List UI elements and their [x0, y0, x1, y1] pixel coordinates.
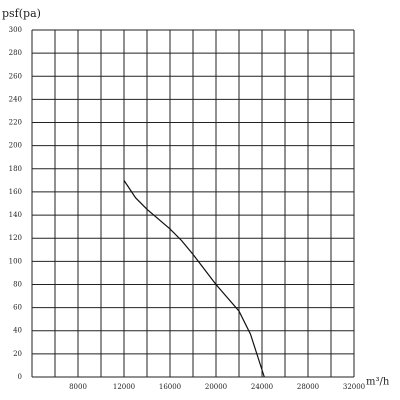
y-axis-label: psf(pa) — [2, 7, 41, 20]
y-tick-label: 120 — [9, 234, 22, 242]
curve — [123, 180, 265, 378]
y-tick-label: 280 — [9, 49, 22, 57]
y-tick-label: 80 — [13, 280, 22, 288]
y-tick-label: 140 — [9, 211, 22, 219]
y-tick-label: 200 — [9, 142, 22, 150]
x-tick-label: 24000 — [251, 383, 273, 391]
y-tick-label: 0 — [18, 373, 22, 381]
x-tick-label: 8000 — [69, 383, 87, 391]
y-tick-label: 40 — [13, 327, 22, 335]
x-tick-label: 28000 — [297, 383, 319, 391]
y-tick-label: 240 — [9, 95, 22, 103]
y-tick-label: 160 — [9, 188, 22, 196]
x-tick-label: 32000 — [343, 383, 365, 391]
y-tick-label: 100 — [9, 257, 22, 265]
y-tick-label: 60 — [13, 304, 22, 312]
x-tick-label: 16000 — [159, 383, 181, 391]
x-axis-label: m³/h — [366, 377, 390, 388]
y-tick-label: 20 — [13, 350, 22, 358]
y-tick-label: 180 — [9, 165, 22, 173]
y-tick-label: 260 — [9, 72, 22, 80]
x-tick-label: 20000 — [205, 383, 227, 391]
y-tick-label: 300 — [9, 26, 22, 34]
x-tick-label: 12000 — [113, 383, 135, 391]
y-tick-label: 220 — [9, 119, 22, 127]
